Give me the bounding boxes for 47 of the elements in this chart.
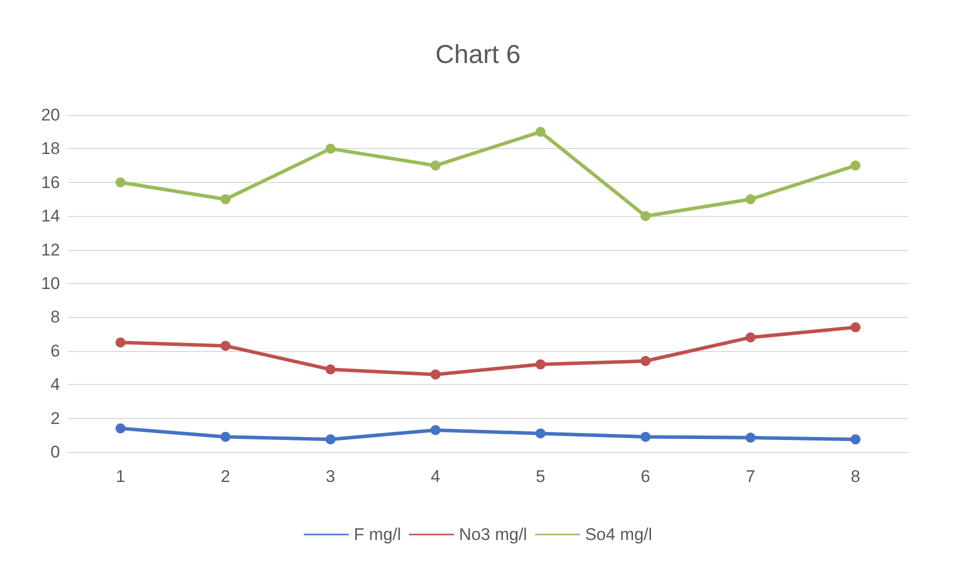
point (326, 144, 336, 154)
point (430, 425, 440, 436)
point (116, 337, 126, 348)
x-tick-label: 6 (640, 467, 650, 486)
point (116, 177, 126, 188)
chart-title: Chart 6 (435, 39, 521, 69)
point (326, 364, 336, 374)
point (430, 369, 440, 380)
point (536, 126, 546, 137)
legend-label: F mg/l (354, 525, 402, 544)
point (220, 340, 230, 351)
point (640, 211, 650, 222)
point (536, 359, 546, 370)
y-tick-label: 10 (41, 274, 60, 293)
point (746, 332, 756, 342)
x-tick-label: 7 (746, 467, 756, 486)
y-tick-label: 16 (41, 172, 60, 192)
point (116, 423, 126, 434)
y-tick-label: 2 (50, 408, 60, 428)
point (640, 356, 650, 366)
x-tick-label: 3 (326, 467, 336, 486)
y-tick-label: 6 (50, 341, 60, 360)
y-tick-label: 18 (41, 139, 60, 158)
point (220, 432, 230, 442)
point (326, 434, 336, 444)
point (640, 432, 650, 442)
y-tick-label: 12 (41, 240, 60, 260)
point (850, 434, 860, 444)
point (536, 428, 546, 438)
point (220, 194, 230, 204)
x-tick-label: 8 (850, 467, 860, 486)
point (746, 432, 756, 443)
x-tick-label: 2 (220, 467, 230, 486)
legend-label: So4 mg/l (585, 525, 652, 544)
y-tick-label: 8 (50, 308, 60, 327)
y-tick-label: 0 (50, 442, 60, 462)
x-tick-label: 5 (536, 467, 546, 486)
y-tick-label: 14 (41, 206, 60, 226)
point (430, 160, 440, 171)
point (850, 322, 860, 332)
point (850, 160, 860, 171)
y-tick-label: 20 (41, 106, 60, 124)
x-tick-label: 4 (430, 467, 440, 486)
x-tick-label: 1 (116, 467, 126, 486)
y-tick-label: 4 (50, 375, 60, 394)
legend-label: No3 mg/l (459, 525, 528, 544)
point (746, 194, 756, 204)
